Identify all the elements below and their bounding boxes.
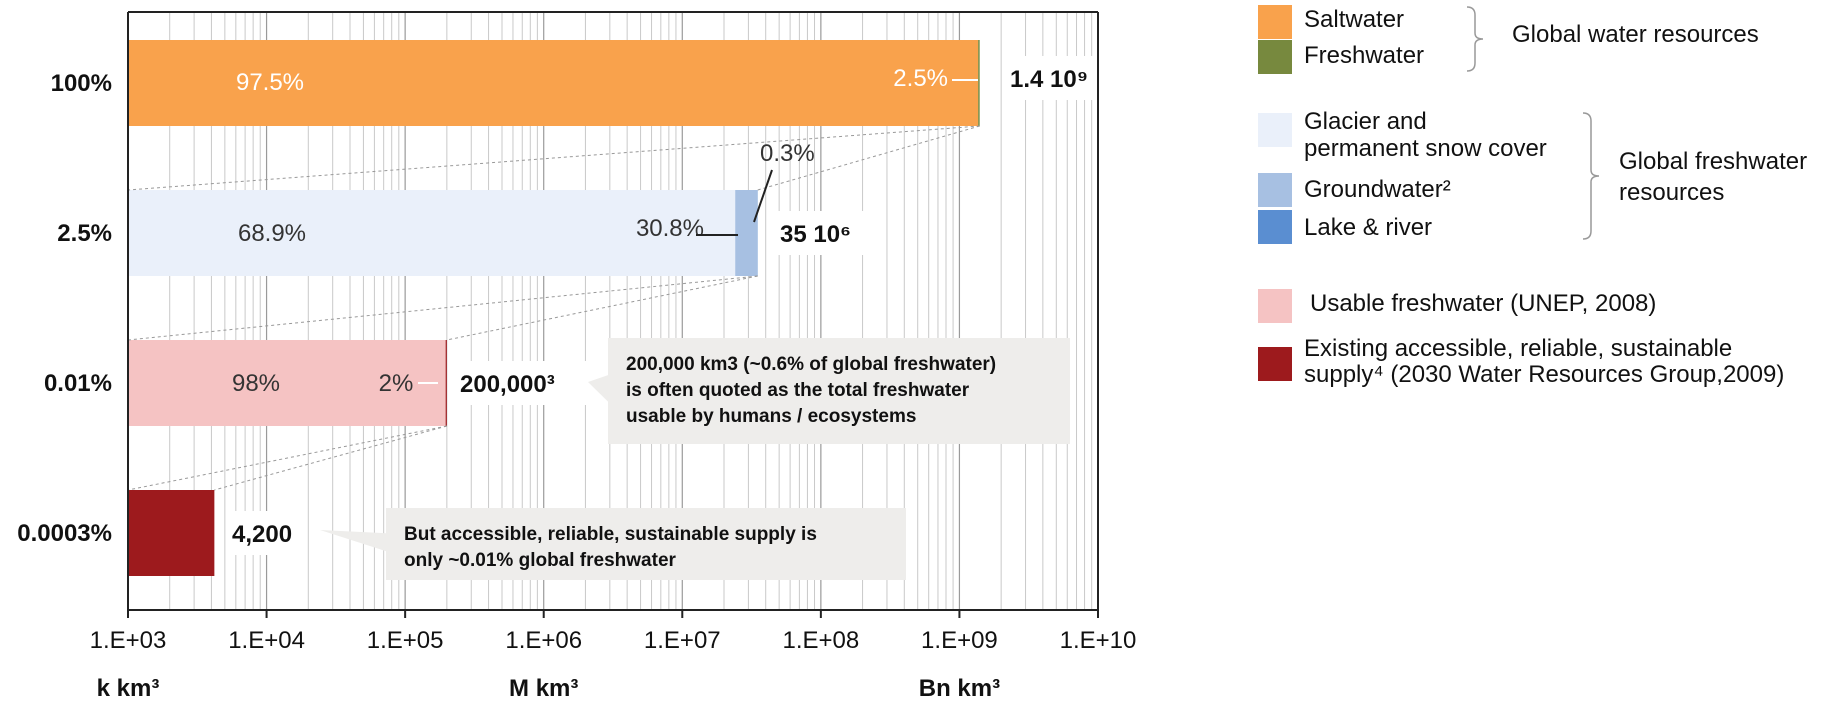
connector-line bbox=[127, 125, 980, 191]
total-label-row4: 4,200 bbox=[232, 521, 292, 548]
brace-global-water bbox=[1466, 6, 1484, 72]
legend-swatch-usable bbox=[1258, 289, 1292, 323]
x-tick-label: 1.E+07 bbox=[644, 627, 721, 654]
pct-label-glacier: 68.9% bbox=[238, 220, 306, 247]
row-label-2-5: 2.5% bbox=[57, 220, 112, 247]
legend-label-supply-line2: supply⁴ (2030 Water Resources Group,2009… bbox=[1304, 361, 1785, 388]
total-label-bg bbox=[454, 361, 586, 405]
x-unit-label: M km³ bbox=[509, 675, 578, 702]
bar-segment-glacier-and-permanent-snow-cover bbox=[128, 190, 736, 276]
connector-line bbox=[214, 425, 447, 491]
pct-label-groundwater: 30.8% bbox=[636, 215, 704, 242]
legend-label-saltwater: Saltwater bbox=[1304, 6, 1405, 33]
bar-segment-saltwater bbox=[128, 40, 979, 126]
x-unit-label: Bn km³ bbox=[919, 675, 1000, 702]
bar-segment-usable-freshwater-unep-2008- bbox=[128, 340, 446, 426]
row-label-0-01: 0.01% bbox=[44, 370, 112, 397]
legend-label-glacier-line2: permanent snow cover bbox=[1304, 135, 1547, 162]
annotation-supply-box bbox=[386, 508, 906, 580]
leader-line bbox=[753, 169, 773, 223]
annotation-usable-line: usable by humans / ecosystems bbox=[626, 406, 916, 427]
legend-swatch-supply bbox=[1258, 347, 1292, 381]
connector-line bbox=[446, 275, 758, 341]
bar-segment-existing-accessible-reliable-sustainable-supply bbox=[445, 340, 447, 426]
legend-label-glacier-line1: Glacier and bbox=[1304, 108, 1427, 135]
x-tick-label: 1.E+10 bbox=[1060, 627, 1137, 654]
pct-label-freshwater: 2.5% bbox=[893, 65, 948, 92]
x-tick-label: 1.E+04 bbox=[228, 627, 305, 654]
annotation-usable-line: 200,000 km3 (~0.6% of global freshwater) bbox=[626, 354, 996, 375]
x-tick-label: 1.E+08 bbox=[782, 627, 859, 654]
group-label-global-freshwater-line1: Global freshwater bbox=[1619, 148, 1808, 175]
connector-line bbox=[757, 125, 980, 191]
group-label-global-freshwater-line2: resources bbox=[1619, 179, 1725, 206]
x-tick-label: 1.E+05 bbox=[367, 627, 444, 654]
legend-swatch-freshwater bbox=[1258, 40, 1292, 74]
total-label-row2: 35 10⁶ bbox=[780, 221, 851, 248]
x-unit-label: k km³ bbox=[97, 675, 160, 702]
legend-swatch-lake-river bbox=[1258, 210, 1292, 244]
annotation-supply-pointer bbox=[320, 530, 386, 552]
row-label-0-0003: 0.0003% bbox=[17, 520, 112, 547]
brace-global-freshwater bbox=[1582, 112, 1600, 240]
legend-swatch-groundwater bbox=[1258, 173, 1292, 207]
annotation-supply-line: only ~0.01% global freshwater bbox=[404, 550, 677, 571]
pct-label-saltwater: 97.5% bbox=[236, 69, 304, 96]
x-tick-label: 1.E+09 bbox=[921, 627, 998, 654]
x-tick-label: 1.E+06 bbox=[505, 627, 582, 654]
row-label-100: 100% bbox=[51, 70, 112, 97]
annotation-usable-pointer bbox=[588, 375, 608, 402]
legend-label-usable: Usable freshwater (UNEP, 2008) bbox=[1310, 290, 1657, 317]
pct-label-supply: 2% bbox=[379, 370, 414, 397]
legend-swatch-saltwater bbox=[1258, 5, 1292, 39]
total-label-row1: 1.4 10⁹ bbox=[1010, 66, 1088, 93]
legend-label-lake-river: Lake & river bbox=[1304, 214, 1433, 241]
total-label-bg bbox=[226, 511, 306, 555]
pct-label-lake-river: 0.3% bbox=[760, 140, 815, 167]
legend-label-groundwater: Groundwater² bbox=[1304, 176, 1451, 203]
annotation-usable-line: is often quoted as the total freshwater bbox=[626, 380, 970, 401]
legend-swatch-glacier bbox=[1258, 113, 1292, 147]
connector-line bbox=[127, 425, 447, 491]
bar-segment-freshwater bbox=[978, 40, 980, 126]
legend-label-supply-line1: Existing accessible, reliable, sustainab… bbox=[1304, 335, 1733, 362]
annotation-usable-box bbox=[608, 338, 1070, 444]
bar-segment-existing-accessible-reliable-sustainable-supply bbox=[128, 490, 215, 576]
bar-segment-groundwater- bbox=[735, 190, 758, 276]
total-label-row3: 200,000³ bbox=[460, 371, 555, 398]
pct-label-usable: 98% bbox=[232, 370, 280, 397]
total-label-bg bbox=[774, 211, 866, 255]
total-label-bg bbox=[1004, 56, 1104, 100]
legend-label-freshwater: Freshwater bbox=[1304, 42, 1425, 69]
group-label-global-water: Global water resources bbox=[1512, 21, 1759, 48]
x-tick-label: 1.E+03 bbox=[90, 627, 167, 654]
annotation-supply-line: But accessible, reliable, sustainable su… bbox=[404, 524, 817, 545]
